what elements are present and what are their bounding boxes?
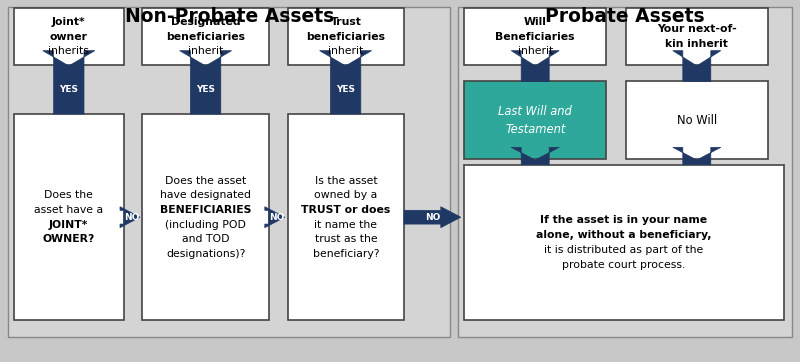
- FancyBboxPatch shape: [464, 8, 606, 65]
- Text: No Will: No Will: [677, 114, 717, 127]
- FancyBboxPatch shape: [288, 114, 404, 320]
- Polygon shape: [673, 147, 721, 165]
- Text: YES: YES: [336, 85, 355, 94]
- Polygon shape: [120, 207, 140, 228]
- Text: Beneficiaries: Beneficiaries: [495, 31, 575, 42]
- Text: Non-Probate Assets: Non-Probate Assets: [125, 7, 334, 26]
- Polygon shape: [179, 51, 232, 114]
- Text: JOINT*: JOINT*: [49, 219, 89, 230]
- Polygon shape: [673, 51, 721, 81]
- Text: YES: YES: [196, 85, 215, 94]
- Polygon shape: [319, 51, 371, 114]
- FancyBboxPatch shape: [142, 114, 269, 320]
- Text: (including POD: (including POD: [165, 219, 246, 230]
- Text: Last Will and: Last Will and: [498, 105, 572, 118]
- Polygon shape: [265, 207, 285, 228]
- Text: NO: NO: [269, 213, 285, 222]
- Text: beneficiaries: beneficiaries: [306, 31, 386, 42]
- FancyBboxPatch shape: [464, 165, 784, 320]
- FancyBboxPatch shape: [464, 81, 606, 159]
- Text: inherit: inherit: [188, 46, 223, 56]
- FancyBboxPatch shape: [288, 8, 404, 65]
- Text: beneficiaries: beneficiaries: [166, 31, 245, 42]
- Text: Does the asset: Does the asset: [165, 176, 246, 186]
- Text: OWNER?: OWNER?: [42, 234, 95, 244]
- FancyBboxPatch shape: [14, 114, 124, 320]
- Text: TRUST or does: TRUST or does: [302, 205, 390, 215]
- Text: owner: owner: [50, 31, 88, 42]
- Text: Does the: Does the: [44, 190, 94, 200]
- Text: BENEFICIARIES: BENEFICIARIES: [160, 205, 251, 215]
- FancyBboxPatch shape: [458, 7, 792, 337]
- Text: Testament: Testament: [505, 123, 566, 136]
- Text: asset have a: asset have a: [34, 205, 103, 215]
- Text: NO: NO: [425, 213, 440, 222]
- Text: Is the asset: Is the asset: [314, 176, 378, 186]
- Text: owned by a: owned by a: [314, 190, 378, 200]
- Text: kin inherit: kin inherit: [666, 39, 728, 49]
- Text: NO: NO: [124, 213, 140, 222]
- FancyBboxPatch shape: [626, 8, 768, 65]
- Text: Probate Assets: Probate Assets: [545, 7, 705, 26]
- Text: YES: YES: [59, 85, 78, 94]
- Text: inherit: inherit: [328, 46, 364, 56]
- Text: inherits: inherits: [48, 46, 90, 56]
- Polygon shape: [404, 207, 461, 228]
- Text: Joint*: Joint*: [52, 17, 86, 27]
- FancyBboxPatch shape: [142, 8, 269, 65]
- Polygon shape: [511, 51, 559, 81]
- Polygon shape: [43, 51, 94, 114]
- Text: have designated: have designated: [160, 190, 251, 200]
- Text: trust as the: trust as the: [314, 234, 378, 244]
- Text: If the asset is in your name: If the asset is in your name: [541, 215, 707, 225]
- FancyBboxPatch shape: [626, 81, 768, 159]
- Text: Your next-of-: Your next-of-: [657, 24, 737, 34]
- Text: it name the: it name the: [314, 219, 378, 230]
- FancyBboxPatch shape: [8, 7, 450, 337]
- Text: inherit: inherit: [518, 46, 553, 56]
- Polygon shape: [511, 147, 559, 165]
- FancyBboxPatch shape: [14, 8, 124, 65]
- Text: and TOD: and TOD: [182, 234, 230, 244]
- Text: alone, without a beneficiary,: alone, without a beneficiary,: [536, 230, 712, 240]
- Text: Trust: Trust: [330, 17, 362, 27]
- Text: beneficiary?: beneficiary?: [313, 249, 379, 259]
- Text: designations)?: designations)?: [166, 249, 246, 259]
- Text: Will: Will: [524, 17, 546, 27]
- Text: probate court process.: probate court process.: [562, 260, 686, 270]
- Text: it is distributed as part of the: it is distributed as part of the: [544, 245, 704, 255]
- Text: Designated: Designated: [170, 17, 241, 27]
